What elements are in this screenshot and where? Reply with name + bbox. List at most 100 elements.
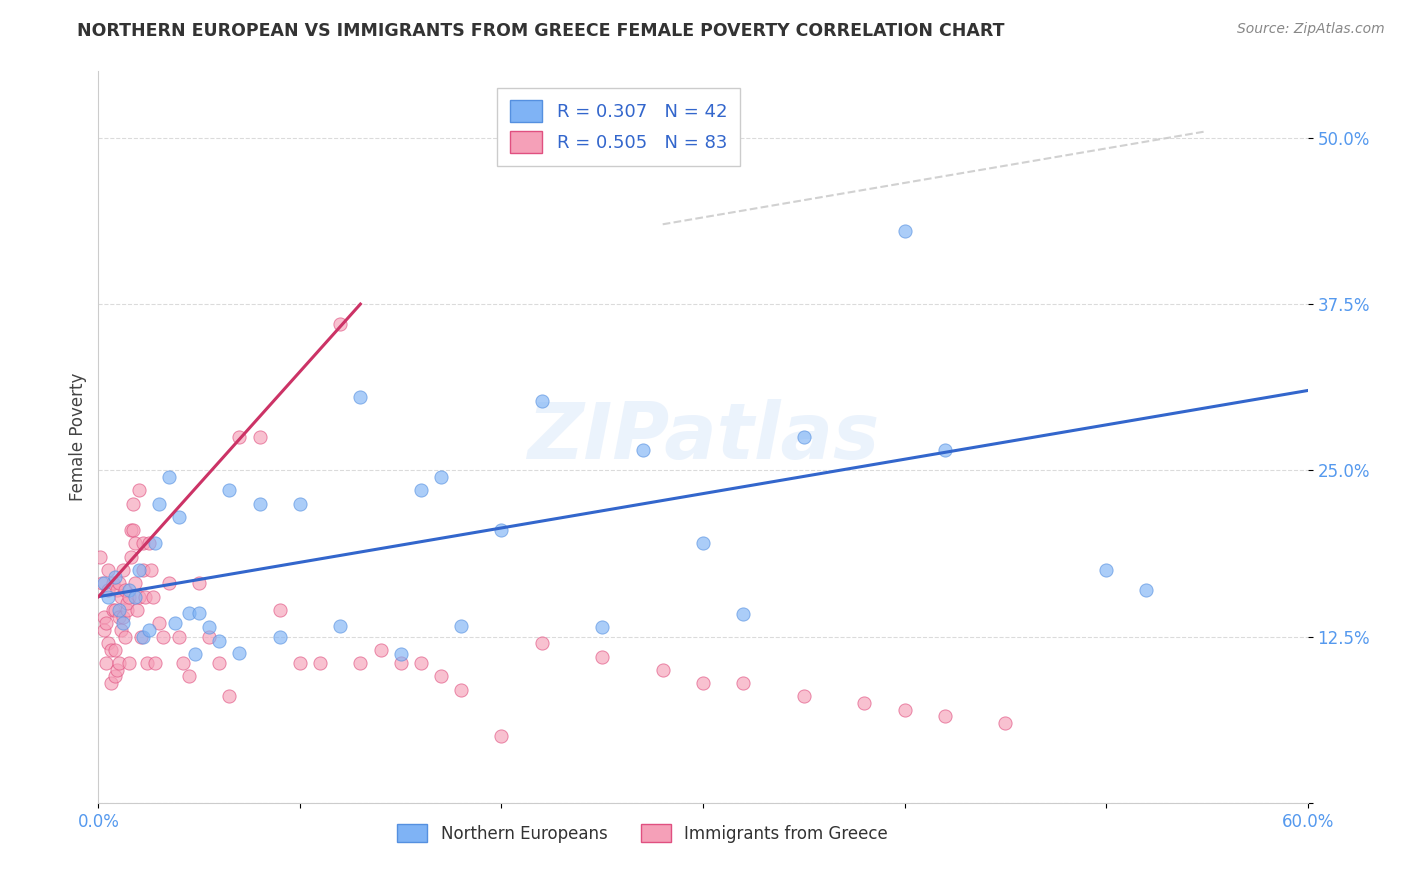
Point — [631, 443, 654, 458]
Point — [198, 620, 221, 634]
Point — [132, 536, 155, 550]
Point — [249, 497, 271, 511]
Point — [143, 536, 166, 550]
Point — [91, 576, 114, 591]
Point — [329, 317, 352, 331]
Point — [853, 696, 876, 710]
Point — [288, 656, 311, 670]
Point — [103, 570, 125, 584]
Point — [129, 630, 152, 644]
Point — [409, 656, 432, 670]
Point — [118, 582, 141, 597]
Point — [121, 497, 143, 511]
Point — [228, 430, 250, 444]
Point — [110, 590, 132, 604]
Point — [143, 656, 166, 670]
Point — [138, 536, 160, 550]
Point — [269, 603, 291, 617]
Point — [184, 647, 207, 661]
Point — [167, 630, 190, 644]
Point — [179, 669, 201, 683]
Point — [188, 606, 211, 620]
Point — [111, 563, 134, 577]
Point — [208, 633, 231, 648]
Text: ZIPatlas: ZIPatlas — [527, 399, 879, 475]
Point — [115, 603, 138, 617]
Point — [107, 576, 129, 591]
Point — [132, 563, 155, 577]
Point — [128, 590, 150, 604]
Point — [591, 649, 613, 664]
Point — [89, 549, 111, 564]
Point — [115, 596, 138, 610]
Point — [349, 390, 371, 404]
Point — [142, 590, 165, 604]
Point — [430, 470, 453, 484]
Point — [179, 606, 201, 620]
Point — [114, 630, 136, 644]
Point — [530, 394, 553, 409]
Point — [93, 609, 115, 624]
Point — [103, 603, 125, 617]
Point — [97, 582, 120, 597]
Point — [934, 443, 956, 458]
Point — [118, 590, 141, 604]
Point — [93, 623, 115, 637]
Point — [269, 630, 291, 644]
Point — [934, 709, 956, 723]
Point — [124, 590, 146, 604]
Point — [389, 647, 412, 661]
Point — [135, 656, 157, 670]
Point — [309, 656, 332, 670]
Point — [167, 509, 190, 524]
Y-axis label: Female Poverty: Female Poverty — [69, 373, 87, 501]
Point — [132, 630, 155, 644]
Legend: Northern Europeans, Immigrants from Greece: Northern Europeans, Immigrants from Gree… — [391, 817, 894, 849]
Point — [100, 676, 122, 690]
Point — [120, 549, 142, 564]
Point — [97, 563, 120, 577]
Point — [110, 623, 132, 637]
Point — [733, 607, 755, 621]
Point — [389, 656, 412, 670]
Point — [450, 619, 472, 633]
Point — [120, 523, 142, 537]
Point — [218, 483, 240, 498]
Point — [228, 646, 250, 660]
Point — [530, 636, 553, 650]
Point — [288, 497, 311, 511]
Point — [124, 576, 146, 591]
Point — [188, 576, 211, 591]
Text: Source: ZipAtlas.com: Source: ZipAtlas.com — [1237, 22, 1385, 37]
Point — [1095, 563, 1118, 577]
Point — [249, 430, 271, 444]
Point — [793, 690, 815, 704]
Point — [148, 616, 170, 631]
Point — [105, 582, 128, 597]
Point — [107, 609, 129, 624]
Point — [100, 643, 122, 657]
Point — [103, 643, 125, 657]
Point — [692, 536, 714, 550]
Text: NORTHERN EUROPEAN VS IMMIGRANTS FROM GREECE FEMALE POVERTY CORRELATION CHART: NORTHERN EUROPEAN VS IMMIGRANTS FROM GRE… — [77, 22, 1005, 40]
Point — [101, 603, 124, 617]
Point — [118, 656, 141, 670]
Point — [163, 616, 186, 631]
Point — [139, 563, 162, 577]
Point — [157, 470, 180, 484]
Point — [591, 620, 613, 634]
Point — [105, 663, 128, 677]
Point — [349, 656, 371, 670]
Point — [101, 576, 124, 591]
Point — [208, 656, 231, 670]
Point — [218, 690, 240, 704]
Point — [96, 616, 118, 631]
Point — [111, 609, 134, 624]
Point — [134, 590, 156, 604]
Point — [97, 636, 120, 650]
Point — [651, 663, 673, 677]
Point — [128, 483, 150, 498]
Point — [430, 669, 453, 683]
Point — [157, 576, 180, 591]
Point — [329, 619, 352, 633]
